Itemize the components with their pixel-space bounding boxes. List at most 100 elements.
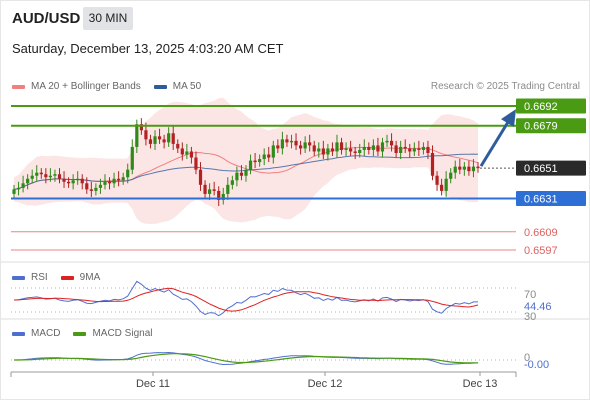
- macd-signal-legend-swatch: [73, 331, 87, 336]
- candle-body: [294, 140, 298, 146]
- rsi-legend-label: RSI: [31, 272, 48, 283]
- candle-body: [85, 183, 89, 190]
- bollinger-band: [14, 97, 478, 224]
- level-tag-resistance: [516, 98, 586, 114]
- ma50-legend-label: MA 50: [172, 81, 202, 92]
- candle-body: [148, 139, 153, 144]
- candle-body: [276, 145, 280, 149]
- candle-body: [107, 181, 112, 184]
- candle-body: [94, 187, 98, 191]
- candle-body: [349, 148, 353, 152]
- rsi-legend: RSI 9MA: [12, 272, 100, 283]
- candle-body: [344, 148, 348, 150]
- candle-body: [198, 169, 203, 185]
- candle-body: [121, 177, 125, 181]
- candle-body: [21, 183, 25, 188]
- candle-body: [326, 148, 330, 155]
- candle-body: [435, 175, 439, 185]
- candle-body: [403, 146, 407, 149]
- candle-body: [426, 146, 430, 153]
- rsi-ma-legend-label: 9MA: [79, 272, 101, 283]
- x-axis-tick-label: Dec 12: [308, 378, 343, 390]
- rsi-legend-swatch: [12, 275, 25, 280]
- candle-body: [467, 166, 471, 172]
- level-label-target: 0.6609: [524, 227, 558, 239]
- candle-body: [399, 146, 403, 153]
- candle-body: [412, 148, 416, 152]
- candle-body: [430, 152, 435, 176]
- candle-body: [339, 142, 344, 150]
- candle-body: [330, 148, 335, 152]
- candle-body: [53, 174, 57, 176]
- level-tag-support: [516, 190, 586, 206]
- x-axis-tick-label: Dec 13: [463, 378, 498, 390]
- candle-body: [244, 169, 248, 176]
- candle-body: [71, 180, 75, 184]
- candle-body: [262, 154, 266, 160]
- candle-body: [44, 174, 48, 178]
- candle-body: [385, 140, 389, 143]
- candle-body: [194, 157, 198, 170]
- candle-body: [208, 189, 212, 194]
- candle-body: [253, 160, 257, 163]
- candle-body: [35, 172, 39, 176]
- level-label-resistance: 0.6679: [524, 121, 558, 133]
- candle-body: [312, 145, 316, 152]
- main-legend: MA 20 + Bollinger Bands MA 50: [12, 81, 201, 92]
- candle-body: [321, 148, 325, 155]
- candle-body: [89, 189, 93, 191]
- candle-body: [139, 124, 143, 131]
- candle-body: [462, 166, 466, 170]
- candle-body: [189, 151, 194, 158]
- candle-body: [221, 193, 225, 200]
- candle-body: [212, 189, 216, 191]
- chart-header: AUD/USD 30 MIN Saturday, December 13, 20…: [0, 0, 590, 64]
- candle-body: [303, 142, 307, 149]
- candle-body: [157, 136, 162, 140]
- timeframe-button[interactable]: 30 MIN: [83, 7, 133, 30]
- candle-body: [267, 154, 271, 158]
- candle-body: [171, 133, 175, 144]
- candle-body: [76, 178, 80, 181]
- level-label-support: 0.6631: [524, 193, 558, 205]
- candle-body: [57, 174, 62, 179]
- level-label-resistance: 0.6692: [524, 101, 558, 113]
- timestamp: Saturday, December 13, 2025 4:03:20 AM C…: [12, 41, 284, 56]
- candle-body: [317, 148, 321, 152]
- candle-body: [453, 166, 457, 173]
- candle-body: [476, 166, 480, 169]
- candle-body: [217, 190, 221, 200]
- rsi-ma-line: [13, 287, 479, 312]
- macd-legend-label: MACD: [31, 328, 61, 339]
- candle-body: [298, 145, 303, 149]
- candle-body: [417, 148, 421, 150]
- x-axis-tick-label: Dec 11: [136, 378, 170, 390]
- candle-body: [449, 172, 453, 179]
- candle-body: [126, 169, 130, 178]
- candle-body: [335, 142, 339, 152]
- candle-body: [98, 184, 103, 188]
- candle-body: [176, 143, 180, 149]
- candle-body: [458, 166, 462, 170]
- macd-legend: MACD MACD Signal: [12, 328, 152, 339]
- candle-body: [280, 139, 284, 149]
- forecast-arrow-head: [501, 109, 516, 128]
- candle-body: [203, 184, 207, 194]
- level-tag-current: [516, 160, 586, 176]
- research-credit: Research © 2025 Trading Central: [430, 81, 580, 92]
- candle-body: [144, 130, 148, 140]
- candle-body: [235, 172, 239, 181]
- candle-body: [167, 133, 171, 143]
- macd-signal-line: [14, 353, 478, 364]
- candle-body: [367, 146, 371, 150]
- candle-body: [285, 139, 289, 143]
- macd-level-zero: 0: [524, 352, 530, 364]
- symbol-title: AUD/USD: [12, 10, 81, 27]
- candle-body: [16, 187, 21, 190]
- candle-body: [444, 178, 448, 191]
- candle-body: [135, 124, 139, 147]
- level-label-target: 0.6597: [524, 245, 558, 257]
- candle-body: [394, 145, 398, 153]
- candle-body: [376, 145, 380, 152]
